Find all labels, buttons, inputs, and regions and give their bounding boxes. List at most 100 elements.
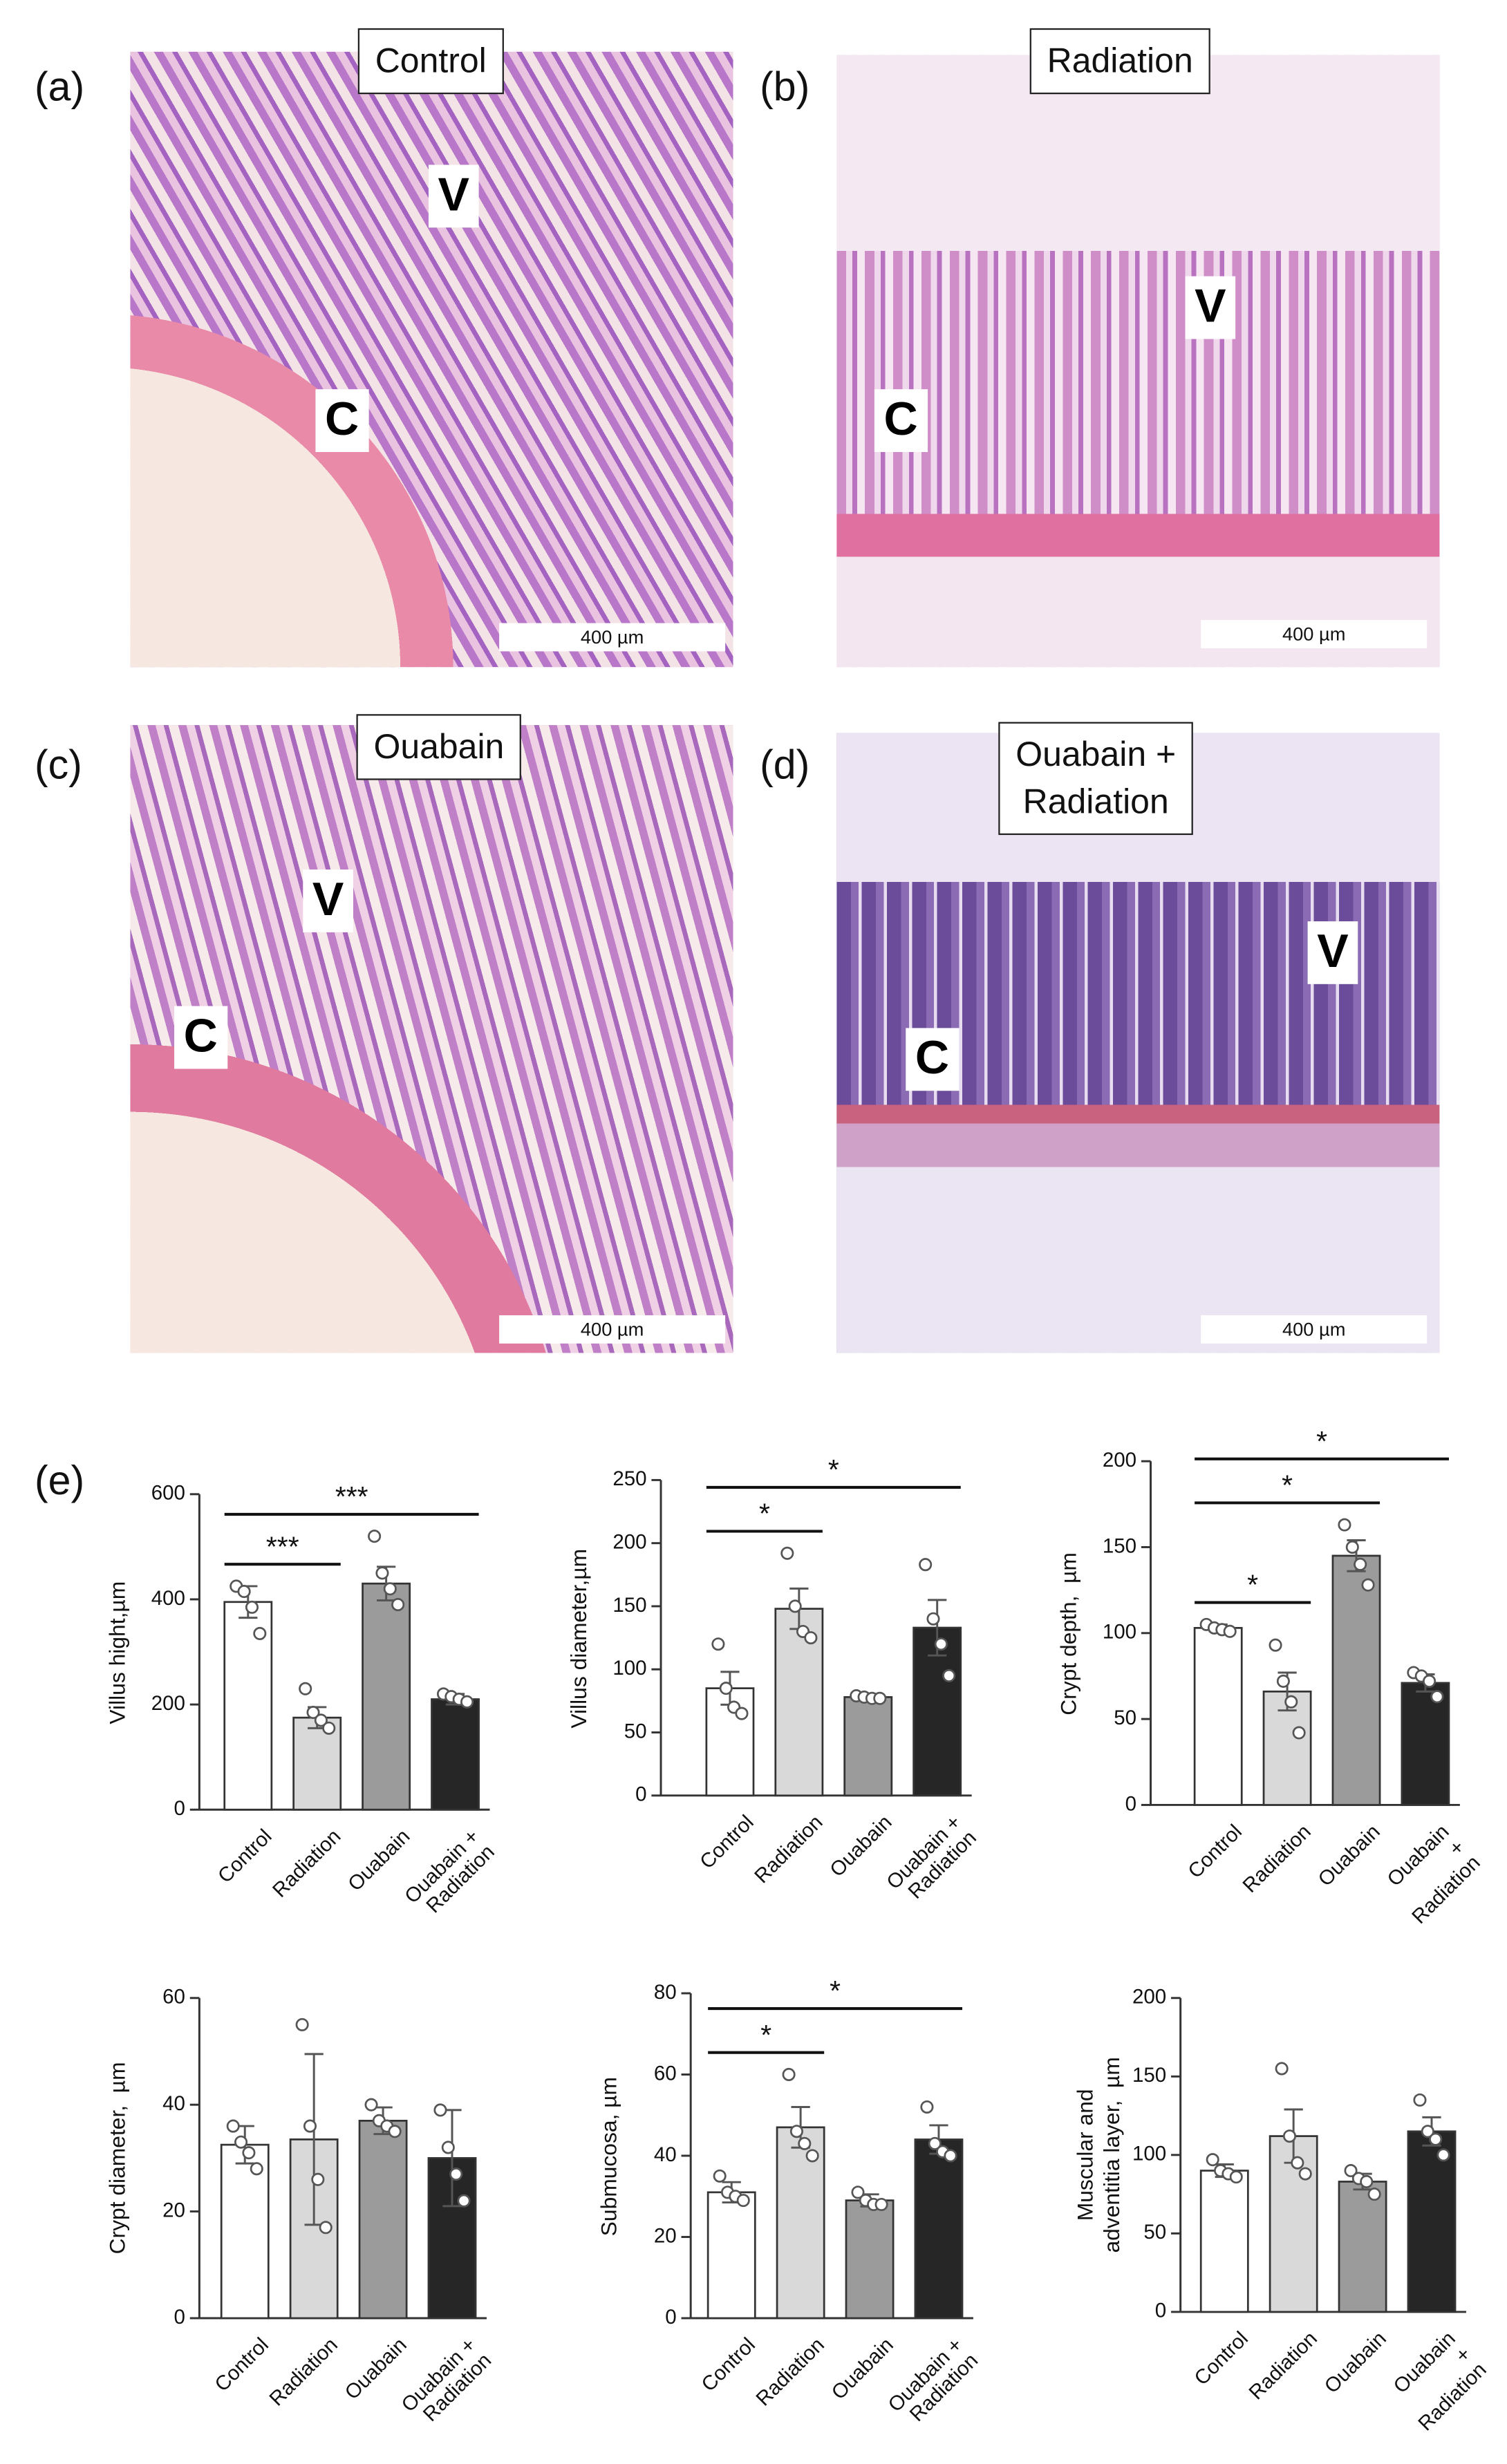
data-point [851,2185,865,2199]
histology-image: V C 400 µm [130,51,733,668]
data-point [944,2149,957,2163]
data-point [364,2098,378,2112]
y-tick-label: 20 [162,2199,185,2221]
data-point [1282,2129,1297,2143]
data-point [736,2194,750,2208]
data-point [1338,1518,1351,1532]
data-point [441,2141,455,2154]
scale-bar: 400 µm [1201,1315,1428,1344]
data-point [1276,1674,1290,1688]
bar [914,2138,964,2320]
data-point [1429,2132,1443,2146]
y-tick-label: 50 [1143,2221,1166,2244]
bar [843,1696,893,1797]
data-point [928,2136,942,2150]
y-tick-label: 20 [654,2224,677,2247]
data-point [788,1599,802,1613]
y-axis-label: Villus hight,µm [104,1580,130,1724]
data-point [237,1585,251,1599]
data-point [234,2135,248,2149]
marker: C [315,389,368,452]
data-point [1354,1557,1367,1571]
data-point [295,2018,309,2031]
data-point [926,1612,940,1626]
y-tick-label: 0 [635,1783,646,1806]
data-point [874,2197,888,2212]
panel-title: Control [357,28,504,95]
data-point [303,2119,317,2133]
y-tick-label: 200 [1132,1986,1166,2009]
marker: C [906,1028,959,1091]
y-tick-label: 150 [1103,1534,1136,1557]
data-point [713,2169,727,2183]
marker: V [1307,921,1358,984]
data-point [1229,2170,1243,2184]
y-axis-label: Crypt depth, µm [1056,1551,1081,1715]
y-tick-label: 0 [174,1797,185,1820]
bar [362,1582,411,1811]
data-point [375,1566,389,1580]
panel-label: (e) [34,1456,85,1504]
data-point [391,1598,405,1612]
data-point [299,1682,312,1695]
data-point [319,2221,333,2235]
y-tick-label: 50 [1114,1706,1136,1729]
marker: V [428,164,479,228]
y-axis-label: Villus diameter,µm [565,1548,591,1728]
data-point [383,1582,397,1596]
scale-bar: 400 µm [499,623,726,652]
bar [845,2199,895,2320]
bar [1407,2130,1457,2313]
y-tick-label: 40 [162,2092,185,2115]
data-point [1361,1578,1375,1592]
bar [1193,1626,1243,1806]
data-point [1206,2153,1219,2167]
panel-label: (c) [34,740,82,788]
data-point [1344,2164,1358,2178]
significance-label: * [1282,1469,1293,1501]
bar [358,2119,408,2320]
y-tick-label: 100 [612,1657,646,1680]
y-tick-label: 100 [1132,2143,1166,2165]
data-point [253,1626,267,1640]
data-point [1360,2174,1374,2188]
data-point [1430,1690,1444,1704]
y-axis-label: Crypt diameter, µm [104,2062,130,2255]
data-point [449,2167,463,2181]
marker: C [174,1006,227,1069]
data-point [735,1706,749,1720]
y-tick-label: 150 [1132,2064,1166,2087]
data-point [311,2172,325,2186]
significance-label: * [760,2019,771,2051]
data-point [1298,2167,1312,2181]
data-point [920,2100,934,2114]
y-tick-label: 0 [1155,2300,1166,2322]
marker: V [1185,276,1236,339]
data-point [242,2146,256,2160]
data-point [433,2103,447,2117]
data-point [1345,1540,1359,1554]
data-point [1223,1624,1237,1638]
significance-label: * [1316,1425,1327,1457]
significance-label: * [759,1498,770,1530]
data-point [780,1546,794,1560]
y-tick-label: 50 [624,1720,647,1742]
data-point [934,1637,948,1651]
scale-bar: 400 µm [499,1315,726,1344]
data-point [805,2149,819,2163]
bar [1331,1554,1381,1806]
data-point [804,1631,818,1645]
panel-label: (d) [760,740,810,788]
marker: C [874,389,928,452]
panel-title: Ouabain [356,714,522,780]
data-point [457,2194,471,2208]
data-point [711,1637,725,1651]
panel-label: (a) [34,62,85,110]
y-tick-label: 0 [1125,1792,1136,1815]
data-point [873,1691,887,1705]
y-tick-label: 150 [612,1594,646,1617]
data-point [782,2067,796,2082]
bar [431,1698,480,1811]
